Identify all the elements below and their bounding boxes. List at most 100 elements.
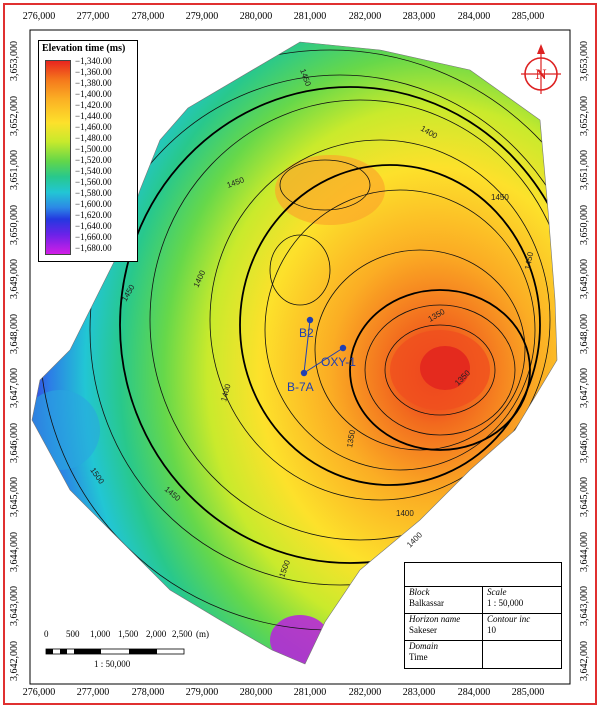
contour-label: 1400 [405, 530, 424, 549]
legend-label: −1,340.00 [75, 56, 112, 66]
x-tick-label: 279,000 [185, 11, 219, 22]
legend-label: −1,360.00 [75, 67, 112, 77]
tb-block-cell: Block Balkassar [405, 587, 483, 614]
x-tick-label: 283,000 [402, 11, 436, 22]
scale-bar-graphic [45, 648, 185, 655]
contour-label: 1350 [345, 429, 357, 449]
x-tick-label: 282,000 [348, 687, 382, 698]
north-arrow-icon: N [521, 44, 561, 94]
title-block-header [405, 563, 561, 587]
tb-domain-key: Domain [409, 641, 438, 651]
scale-unit: (m) [196, 629, 209, 639]
y-tick-label: 3,648,000 [9, 314, 20, 354]
y-tick-label: 3,653,000 [9, 41, 20, 81]
x-tick-label: 277,000 [76, 687, 110, 698]
legend-label: −1,380.00 [75, 78, 112, 88]
x-tick-label: 284,000 [457, 687, 491, 698]
x-tick-label: 280,000 [239, 11, 273, 22]
legend-label: −1,400.00 [75, 89, 112, 99]
legend-label: −1,640.00 [75, 221, 112, 231]
y-tick-label: 3,644,000 [579, 532, 590, 572]
x-tick-label: 278,000 [131, 11, 165, 22]
tb-contour-value: 10 [487, 625, 496, 635]
legend-label: −1,440.00 [75, 111, 112, 121]
color-legend: Elevation time (ms) −1,340.00 −1,360.00 … [38, 40, 138, 262]
legend-title: Elevation time (ms) [42, 43, 126, 54]
x-tick-label: 285,000 [511, 11, 545, 22]
contour-label: 1450 [491, 193, 509, 202]
y-tick-label: 3,643,000 [9, 586, 20, 626]
y-tick-label: 3,653,000 [579, 41, 590, 81]
well-label-oxy-1: OXY-1 [321, 355, 356, 369]
y-tick-label: 3,645,000 [579, 477, 590, 517]
contour-label: 1400 [396, 509, 414, 518]
legend-label: −1,480.00 [75, 133, 112, 143]
well-marker [339, 344, 347, 352]
scale-tick-label: 2,000 [146, 629, 167, 639]
x-tick-label: 283,000 [402, 687, 436, 698]
well-label-b-7a: B-7A [287, 380, 314, 394]
title-block: Block Balkassar Scale 1 : 50,000 Horizon… [404, 562, 562, 669]
y-tick-label: 3,650,000 [579, 205, 590, 245]
map-frame [3, 3, 597, 705]
y-tick-label: 3,647,000 [579, 368, 590, 408]
y-tick-label: 3,651,000 [9, 150, 20, 190]
x-tick-label: 279,000 [185, 687, 219, 698]
tb-horizon-value: Sakeser [409, 625, 437, 635]
y-tick-label: 3,642,000 [579, 641, 590, 681]
well-markers [300, 316, 347, 377]
scale-tick-label: 500 [66, 629, 80, 639]
tb-domain-cell: Domain Time [405, 641, 483, 668]
legend-label: −1,580.00 [75, 188, 112, 198]
well-marker [300, 369, 308, 377]
scale-tick-label: 0 [44, 629, 49, 639]
tb-horizon-cell: Horizon name Sakeser [405, 614, 483, 641]
survey-outline [31, 41, 558, 665]
x-tick-label: 282,000 [348, 11, 382, 22]
tb-horizon-key: Horizon name [409, 614, 461, 624]
tb-scale-key: Scale [487, 587, 507, 597]
scale-bar: 0 500 1,000 1,500 2,000 2,500 (m) 1 : 50… [44, 626, 209, 676]
y-tick-label: 3,648,000 [579, 314, 590, 354]
legend-label: −1,500.00 [75, 144, 112, 154]
tb-block-value: Balkassar [409, 598, 444, 608]
tb-empty-cell [483, 641, 561, 668]
y-tick-label: 3,650,000 [9, 205, 20, 245]
y-tick-label: 3,651,000 [579, 150, 590, 190]
tb-scale-cell: Scale 1 : 50,000 [483, 587, 561, 614]
x-tick-label: 278,000 [131, 687, 165, 698]
y-tick-label: 3,643,000 [579, 586, 590, 626]
x-tick-label: 276,000 [22, 11, 56, 22]
legend-label: −1,460.00 [75, 122, 112, 132]
contour-label: 1450 [523, 251, 535, 271]
legend-label: −1,560.00 [75, 177, 112, 187]
legend-label: −1,520.00 [75, 155, 112, 165]
y-tick-label: 3,647,000 [9, 368, 20, 408]
y-tick-label: 3,642,000 [9, 641, 20, 681]
scale-tick-label: 1,000 [90, 629, 111, 639]
y-tick-label: 3,644,000 [9, 532, 20, 572]
legend-label: −1,540.00 [75, 166, 112, 176]
well-marker [306, 316, 314, 324]
tb-block-key: Block [409, 587, 430, 597]
tb-contour-key: Contour inc [487, 614, 531, 624]
y-tick-label: 3,652,000 [9, 96, 20, 136]
legend-label: −1,620.00 [75, 210, 112, 220]
x-tick-label: 280,000 [239, 687, 273, 698]
y-tick-label: 3,652,000 [579, 96, 590, 136]
tb-contour-cell: Contour inc 10 [483, 614, 561, 641]
map-neatline [29, 29, 571, 685]
y-tick-label: 3,645,000 [9, 477, 20, 517]
north-letter: N [536, 67, 547, 83]
y-tick-label: 3,646,000 [579, 423, 590, 463]
x-tick-label: 281,000 [293, 687, 327, 698]
well-connectors [303, 319, 344, 374]
x-tick-label: 276,000 [22, 687, 56, 698]
well-label-b2: B2 [299, 326, 314, 340]
legend-label: −1,680.00 [75, 243, 112, 253]
y-tick-label: 3,649,000 [579, 259, 590, 299]
x-tick-label: 284,000 [457, 11, 491, 22]
tb-scale-value: 1 : 50,000 [487, 598, 524, 608]
scale-ratio: 1 : 50,000 [94, 659, 131, 669]
